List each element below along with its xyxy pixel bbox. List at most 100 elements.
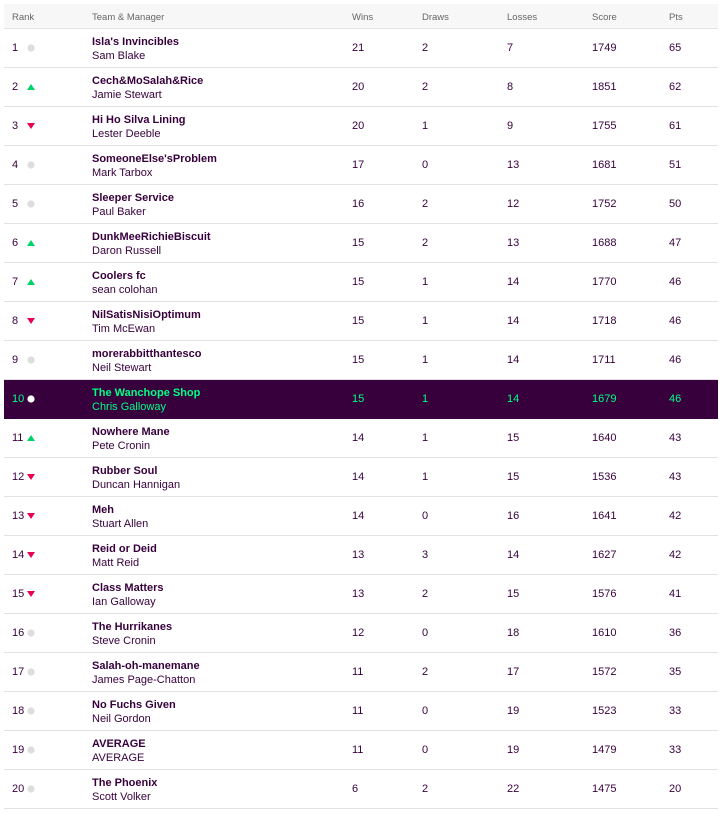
team-name[interactable]: SomeoneElse'sProblem <box>92 153 217 165</box>
wins-value: 14 <box>352 471 365 483</box>
table-row[interactable]: 3 Hi Ho Silva Lining Lester Deeble 20 1 9 1755… <box>4 107 718 146</box>
wins-value: 21 <box>352 42 365 54</box>
team-manager-cell[interactable]: Class Matters Ian Galloway <box>92 581 164 609</box>
header-wins: Wins <box>352 12 374 23</box>
team-manager-cell[interactable]: Isla's Invincibles Sam Blake <box>92 35 179 63</box>
team-name[interactable]: Class Matters <box>92 582 164 594</box>
table-row[interactable]: 7 Coolers fc sean colohan 15 1 14 1770 46 <box>4 263 718 302</box>
team-name[interactable]: Meh <box>92 504 114 516</box>
score-value: 1610 <box>592 627 617 639</box>
score-value: 1681 <box>592 159 617 171</box>
score-value: 1718 <box>592 315 617 327</box>
table-row[interactable]: 12 Rubber Soul Duncan Hannigan 14 1 15 1536 43 <box>4 458 718 497</box>
team-name[interactable]: The Phoenix <box>92 777 158 789</box>
manager-name: Daron Russell <box>92 245 162 257</box>
pts-value: 42 <box>669 510 682 522</box>
losses-value: 19 <box>507 744 520 756</box>
losses-value: 9 <box>507 120 514 132</box>
table-row[interactable]: 17 Salah-oh-manemane James Page-Chatton 11 2… <box>4 653 718 692</box>
manager-name: Tim McEwan <box>92 323 156 335</box>
team-manager-cell[interactable]: No Fuchs Given Neil Gordon <box>92 698 176 726</box>
team-name[interactable]: Sleeper Service <box>92 192 174 204</box>
table-row[interactable]: 15 Class Matters Ian Galloway 13 2 15 1576 41 <box>4 575 718 614</box>
table-row[interactable]: 16 The Hurrikanes Steve Cronin 12 0 18 1610 36 <box>4 614 718 653</box>
pts-value: 33 <box>669 744 682 756</box>
draws-value: 3 <box>422 549 429 561</box>
table-row[interactable]: 11 Nowhere Mane Pete Cronin 14 1 15 1640 43 <box>4 419 718 458</box>
manager-name: sean colohan <box>92 284 158 296</box>
team-manager-cell[interactable]: Meh Stuart Allen <box>92 503 148 531</box>
draws-value: 2 <box>422 783 429 795</box>
team-manager-cell[interactable]: NilSatisNisiOptimum Tim McEwan <box>92 308 201 336</box>
team-manager-cell[interactable]: Coolers fc sean colohan <box>92 269 157 297</box>
team-name[interactable]: Nowhere Mane <box>92 426 170 438</box>
pts-value: 43 <box>669 471 682 483</box>
team-manager-cell[interactable]: The Wanchope Shop Chris Galloway <box>92 386 200 414</box>
team-name[interactable]: No Fuchs Given <box>92 699 176 711</box>
team-name[interactable]: Isla's Invincibles <box>92 36 179 48</box>
team-name[interactable]: Salah-oh-manemane <box>92 660 200 672</box>
team-name[interactable]: NilSatisNisiOptimum <box>92 309 201 321</box>
table-row[interactable]: 1 Isla's Invincibles Sam Blake 21 2 7 1749 65 <box>4 29 718 68</box>
table-row[interactable]: 13 Meh Stuart Allen 14 0 16 1641 42 <box>4 497 718 536</box>
table-row[interactable]: 4 SomeoneElse'sProblem Mark Tarbox 17 0 13 168… <box>4 146 718 185</box>
team-name[interactable]: DunkMeeRichieBiscuit <box>92 231 211 243</box>
team-name[interactable]: Rubber Soul <box>92 465 158 477</box>
team-manager-cell[interactable]: Hi Ho Silva Lining Lester Deeble <box>92 113 186 141</box>
team-name[interactable]: AVERAGE <box>92 738 146 750</box>
table-row[interactable]: 19 AVERAGE AVERAGE 11 0 19 1479 33 <box>4 731 718 770</box>
score-value: 1572 <box>592 666 617 678</box>
team-manager-cell[interactable]: morerabbitthantesco Neil Stewart <box>92 347 201 375</box>
table-row[interactable]: 5 Sleeper Service Paul Baker 16 2 12 1752 50 <box>4 185 718 224</box>
table-row[interactable]: 10 The Wanchope Shop Chris Galloway 15 1 14 16… <box>4 380 718 419</box>
team-manager-cell[interactable]: Rubber Soul Duncan Hannigan <box>92 464 180 492</box>
team-name[interactable]: Coolers fc <box>92 270 146 282</box>
rank-number: 12 <box>12 471 25 483</box>
rank-number: 20 <box>12 783 25 795</box>
no-change-icon <box>26 785 36 793</box>
losses-value: 7 <box>507 42 514 54</box>
team-manager-cell[interactable]: The Hurrikanes Steve Cronin <box>92 620 172 648</box>
team-manager-cell[interactable]: Sleeper Service Paul Baker <box>92 191 174 219</box>
pts-value: 61 <box>669 120 682 132</box>
no-change-icon <box>26 395 36 403</box>
arrow-up-icon <box>26 278 36 286</box>
team-manager-cell[interactable]: Cech&MoSalah&Rice Jamie Stewart <box>92 74 203 102</box>
team-name[interactable]: The Wanchope Shop <box>92 387 201 399</box>
team-name[interactable]: The Hurrikanes <box>92 621 173 633</box>
manager-name: Lester Deeble <box>92 128 161 140</box>
manager-name: Jamie Stewart <box>92 89 162 101</box>
team-manager-cell[interactable]: AVERAGE AVERAGE <box>92 737 146 765</box>
rank-number: 6 <box>12 237 19 249</box>
team-manager-cell[interactable]: SomeoneElse'sProblem Mark Tarbox <box>92 152 217 180</box>
team-manager-cell[interactable]: Reid or Deid Matt Reid <box>92 542 157 570</box>
team-manager-cell[interactable]: Salah-oh-manemane James Page-Chatton <box>92 659 200 687</box>
team-name[interactable]: Hi Ho Silva Lining <box>92 114 186 126</box>
wins-value: 13 <box>352 549 365 561</box>
table-row[interactable]: 8 NilSatisNisiOptimum Tim McEwan 15 1 14 1718 4… <box>4 302 718 341</box>
wins-value: 15 <box>352 315 365 327</box>
team-name[interactable]: morerabbitthantesco <box>92 348 202 360</box>
table-row[interactable]: 18 No Fuchs Given Neil Gordon 11 0 19 1523 33 <box>4 692 718 731</box>
team-manager-cell[interactable]: The Phoenix Scott Volker <box>92 776 157 804</box>
table-body: 1 Isla's Invincibles Sam Blake 21 2 7 1749 65 2 C… <box>4 29 718 809</box>
no-change-icon <box>26 356 36 364</box>
losses-value: 8 <box>507 81 514 93</box>
manager-name: Mark Tarbox <box>92 167 153 179</box>
table-row[interactable]: 14 Reid or Deid Matt Reid 13 3 14 1627 42 <box>4 536 718 575</box>
wins-value: 16 <box>352 198 365 210</box>
manager-name: Scott Volker <box>92 791 151 803</box>
rank-number: 3 <box>12 120 19 132</box>
wins-value: 11 <box>352 705 364 717</box>
losses-value: 14 <box>507 276 520 288</box>
table-row[interactable]: 20 The Phoenix Scott Volker 6 2 22 1475 20 <box>4 770 718 809</box>
team-name[interactable]: Cech&MoSalah&Rice <box>92 75 204 87</box>
team-name[interactable]: Reid or Deid <box>92 543 157 555</box>
team-manager-cell[interactable]: Nowhere Mane Pete Cronin <box>92 425 170 453</box>
table-row[interactable]: 9 morerabbitthantesco Neil Stewart 15 1 14 171… <box>4 341 718 380</box>
score-value: 1752 <box>592 198 617 210</box>
draws-value: 0 <box>422 705 429 717</box>
table-row[interactable]: 6 DunkMeeRichieBiscuit Daron Russell 15 2 13 1… <box>4 224 718 263</box>
table-row[interactable]: 2 Cech&MoSalah&Rice Jamie Stewart 20 2 8 1851 6… <box>4 68 718 107</box>
team-manager-cell[interactable]: DunkMeeRichieBiscuit Daron Russell <box>92 230 211 258</box>
